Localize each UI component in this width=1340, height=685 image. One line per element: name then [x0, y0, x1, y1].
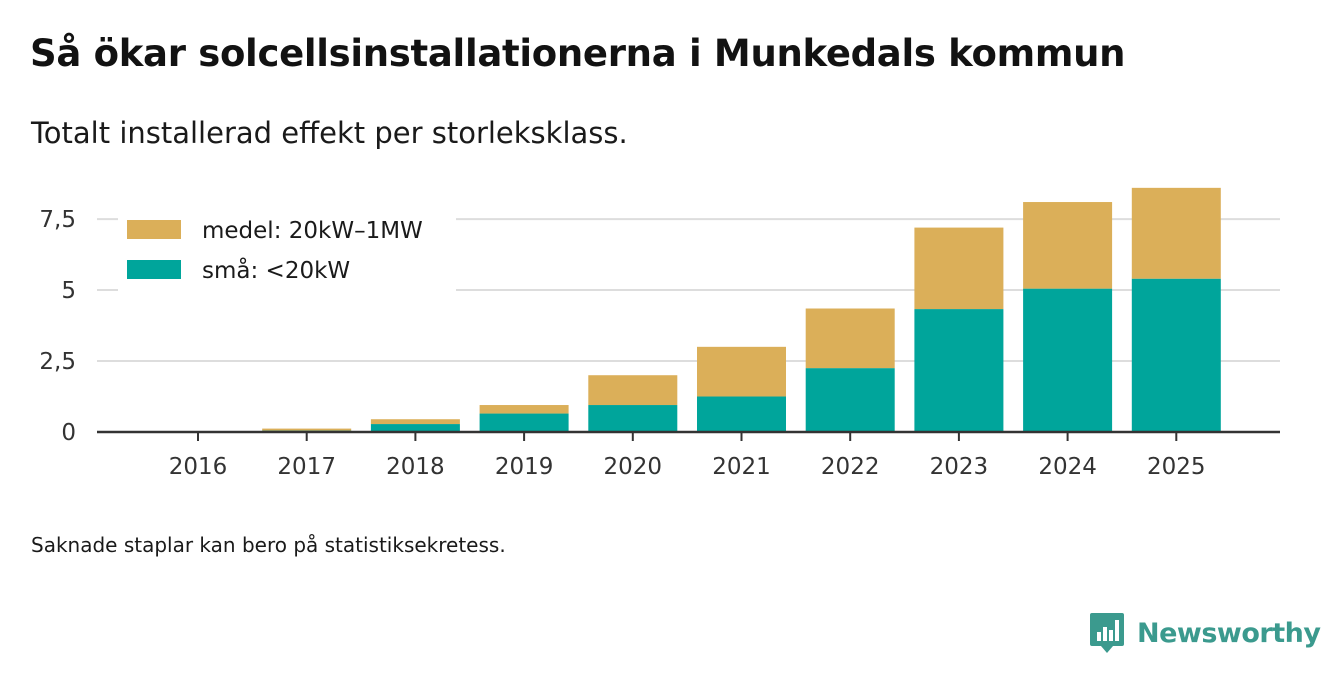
- x-tick-label: 2025: [1147, 454, 1206, 480]
- x-tick-label: 2017: [277, 454, 336, 480]
- x-tick-label: 2023: [930, 454, 989, 480]
- bar-2024: [1023, 202, 1113, 289]
- chart-title: Så ökar solcellsinstallationerna i Munke…: [30, 32, 1126, 75]
- y-tick-label: 5: [61, 278, 76, 304]
- bar-2018: [370, 419, 460, 425]
- y-tick-label: 7,5: [39, 207, 76, 233]
- bar-2021: [697, 396, 786, 432]
- brand-logo: Newsworthy: [1089, 612, 1321, 654]
- y-tick-label: 0: [61, 420, 76, 446]
- x-tick-label: 2024: [1038, 454, 1097, 480]
- bar-2023: [914, 309, 1004, 432]
- bar-2018: [370, 424, 460, 432]
- bars: [153, 187, 1221, 432]
- chart-subtitle: Totalt installerad effekt per storlekskl…: [31, 116, 628, 150]
- stacked-bar-chart: 0 2,5 5 7,5 2016 2017 2018 2019 2020 2021 2022 2023…: [39, 187, 1280, 480]
- brand-name: Newsworthy: [1137, 617, 1321, 649]
- y-tick-label: 2,5: [39, 349, 76, 375]
- legend: medel: 20kW–1MW små: <20kW: [118, 208, 456, 294]
- legend-swatch: [127, 260, 181, 279]
- footnote: Saknade staplar kan bero på statistiksek…: [31, 533, 506, 557]
- bar-2020: [588, 405, 678, 432]
- legend-label: små: <20kW: [202, 256, 350, 284]
- x-tick-label: 2020: [604, 454, 663, 480]
- x-tick-label: 2019: [495, 454, 554, 480]
- x-tick-label: 2021: [712, 454, 771, 480]
- bar-2019: [479, 405, 569, 414]
- axes: 0 2,5 5 7,5 2016 2017 2018 2019 2020 2021 2022 2023…: [39, 207, 1280, 480]
- newsworthy-logo-icon: [1090, 613, 1124, 653]
- bar-2021: [697, 346, 786, 397]
- x-tick-label: 2022: [821, 454, 880, 480]
- x-tick-label: 2016: [169, 454, 228, 480]
- bar-2019: [479, 413, 569, 432]
- bar-2025: [1131, 187, 1221, 279]
- legend-label: medel: 20kW–1MW: [202, 218, 423, 244]
- legend-swatch: [127, 220, 181, 239]
- bar-2020: [588, 375, 678, 406]
- x-tick-label: 2018: [386, 454, 445, 480]
- bar-2017: [262, 428, 352, 431]
- bar-2022: [805, 368, 895, 432]
- bar-2025: [1131, 278, 1221, 432]
- bar-2023: [914, 227, 1004, 310]
- bar-2022: [805, 308, 895, 369]
- bar-2024: [1023, 288, 1113, 432]
